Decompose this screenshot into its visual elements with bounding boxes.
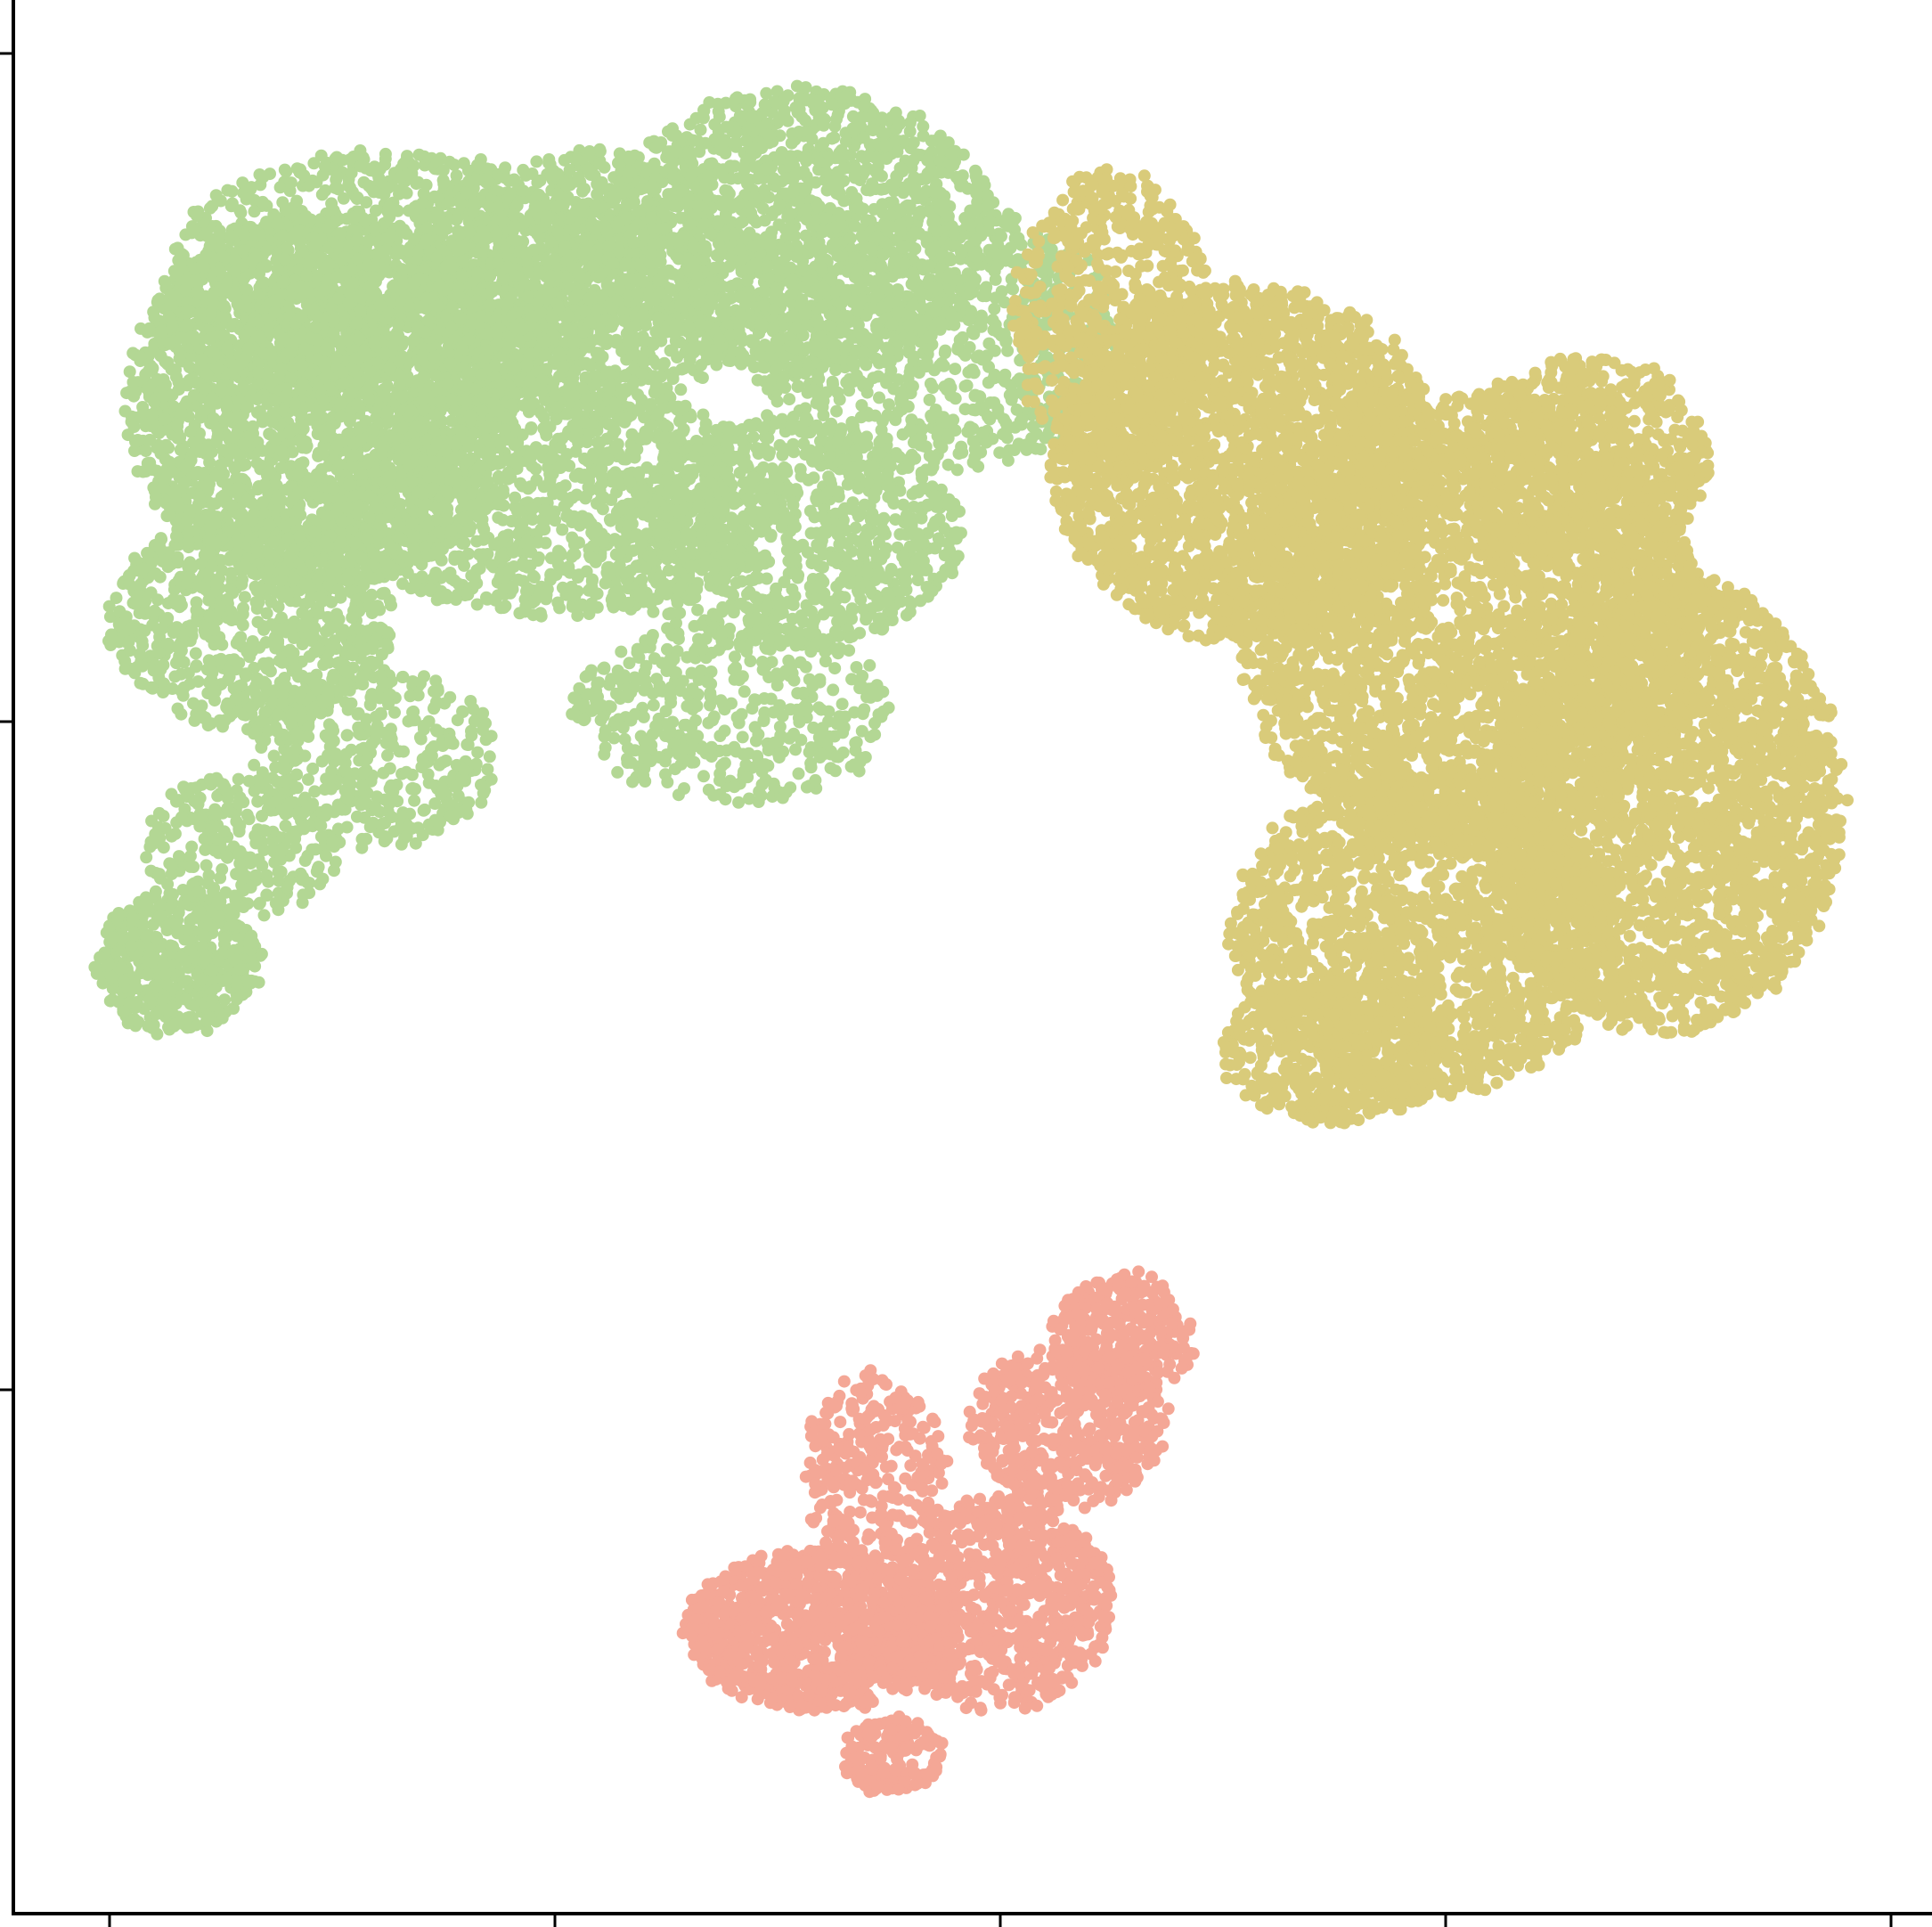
data-point bbox=[175, 444, 187, 456]
data-point bbox=[395, 244, 407, 257]
data-point bbox=[173, 376, 185, 388]
data-points bbox=[88, 80, 1854, 1799]
